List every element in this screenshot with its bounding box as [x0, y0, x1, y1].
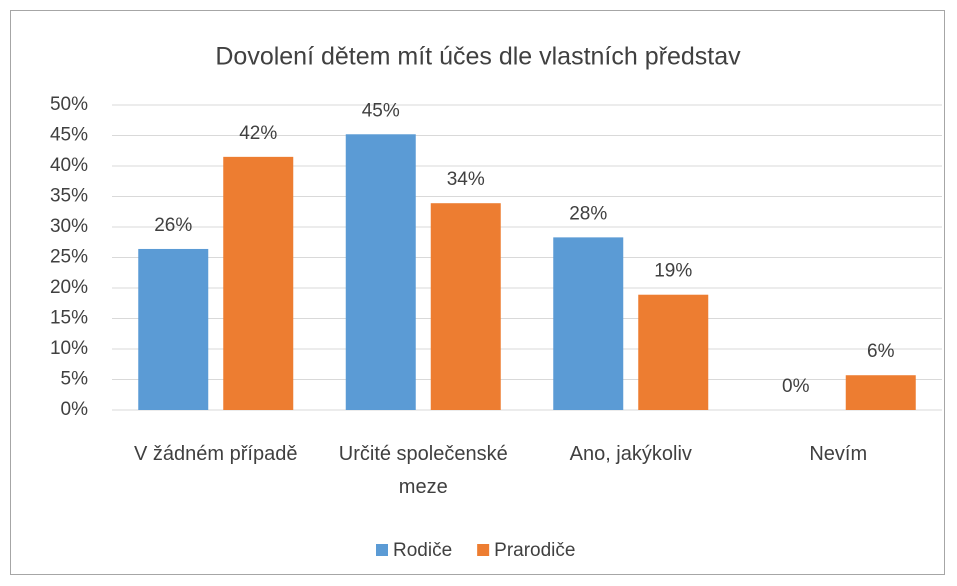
legend-label: Prarodiče: [494, 540, 575, 561]
y-tick-label: 20%: [50, 277, 88, 298]
data-label: 42%: [239, 123, 277, 144]
y-tick-label: 10%: [50, 338, 88, 359]
y-tick-label: 50%: [50, 94, 88, 115]
data-label: 28%: [569, 203, 607, 224]
x-tick-label: Určité společenské meze: [338, 443, 508, 498]
data-label: 45%: [362, 100, 400, 121]
legend-swatch: [376, 544, 388, 556]
y-tick-label: 5%: [61, 369, 89, 390]
data-label: 0%: [782, 376, 810, 397]
y-tick-label: 30%: [50, 216, 88, 237]
chart-title: Dovolení dětem mít účes dle vlastních př…: [215, 43, 741, 71]
data-label: 26%: [154, 215, 192, 236]
data-label: 19%: [654, 261, 692, 282]
y-tick-label: 0%: [61, 399, 89, 420]
y-tick-label: 40%: [50, 155, 88, 176]
data-label: 6%: [867, 341, 895, 362]
bar: [223, 156, 294, 410]
bar: [345, 134, 416, 410]
x-tick-label: V žádném případě: [134, 443, 298, 465]
x-tick-label: Nevím: [809, 443, 868, 465]
y-tick-label: 35%: [50, 186, 88, 207]
x-tick-label: Ano, jakýkoliv: [569, 443, 692, 465]
bar: [553, 237, 624, 410]
legend-swatch: [477, 544, 490, 556]
bar: [638, 294, 709, 410]
y-tick-label: 45%: [50, 125, 88, 146]
legend-label: Rodiče: [393, 540, 452, 561]
y-tick-label: 15%: [50, 308, 88, 329]
bar: [430, 203, 501, 410]
bar: [845, 375, 916, 410]
data-label: 34%: [447, 169, 485, 190]
bar: [138, 248, 209, 410]
y-tick-label: 25%: [50, 247, 88, 268]
